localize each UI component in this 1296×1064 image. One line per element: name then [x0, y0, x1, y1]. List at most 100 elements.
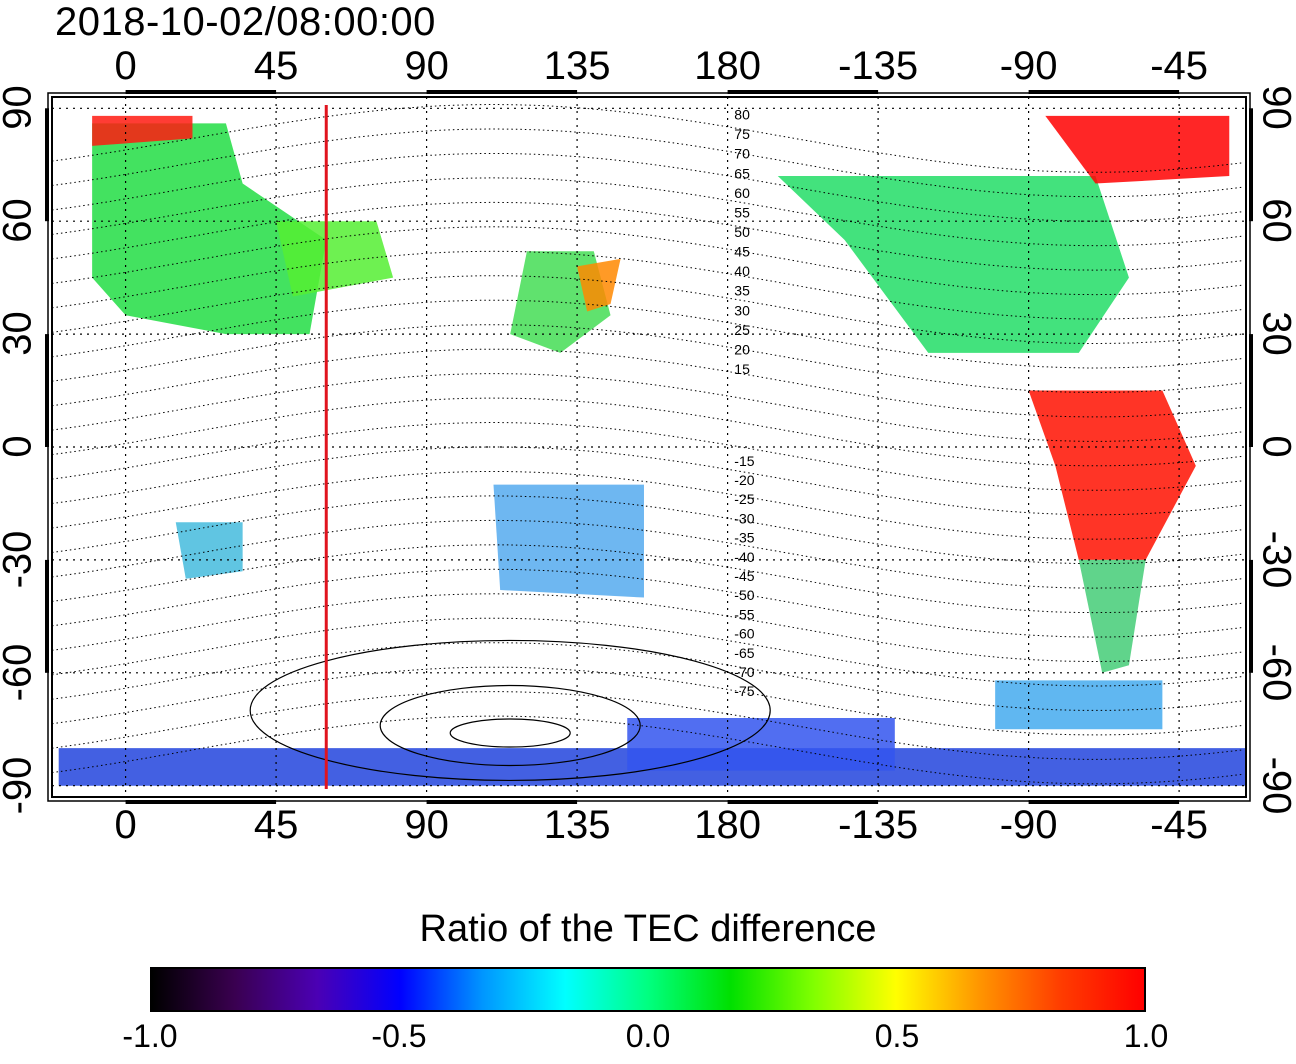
left-lat-tick-label: 90	[0, 85, 40, 131]
magnetic-contour	[51, 153, 1243, 222]
contour-label: -20	[734, 472, 754, 488]
magnetic-contour	[51, 226, 1243, 296]
frame-scale-bar	[45, 108, 49, 222]
bottom-lon-tick-label: 45	[253, 803, 299, 847]
north-america-patch	[777, 176, 1129, 353]
colorbar-tick-label: 0.0	[625, 1018, 671, 1054]
patagonia-patch	[1078, 559, 1146, 673]
right-lat-tick-label: 30	[1254, 311, 1296, 356]
left-lat-tick-label: -30	[0, 530, 40, 589]
right-lat-tick-label: -30	[1254, 530, 1296, 589]
magnetic-contour	[51, 642, 1243, 711]
contour-label: -70	[734, 664, 754, 680]
contour-label: 40	[734, 263, 750, 279]
south-africa-patch	[175, 522, 243, 579]
ross-sea-patch	[627, 717, 895, 771]
left-lat-tick-label: 30	[0, 311, 40, 356]
contour-label: 35	[734, 283, 750, 299]
magnetic-contour	[51, 128, 1243, 198]
top-lon-tick-label: 135	[543, 44, 611, 88]
contour-label: -65	[734, 645, 754, 661]
top-lon-tick-label: -135	[838, 44, 919, 88]
magnetic-contour	[51, 617, 1243, 687]
south-pole-contour	[449, 718, 571, 748]
magnetic-contour	[51, 593, 1243, 663]
contour-label: 70	[734, 146, 750, 162]
magnetic-contour	[51, 421, 1243, 491]
contour-label: 30	[734, 302, 750, 318]
greenland-east-patch	[92, 115, 193, 146]
contour-label: -50	[734, 587, 754, 603]
contour-label: 15	[734, 361, 750, 377]
magnetic-contour	[51, 666, 1243, 736]
magnetic-contour	[51, 373, 1243, 442]
colorbar-tick-label: 0.5	[874, 1018, 920, 1054]
magnetic-contour	[51, 299, 1243, 369]
bottom-lon-tick-label: 90	[404, 803, 449, 847]
bottom-lon-tick-label: -45	[1150, 803, 1208, 847]
australia-patch	[493, 484, 644, 598]
magnetic-contour	[51, 250, 1243, 320]
top-lon-tick-label: 45	[253, 44, 299, 88]
magnetic-contour	[51, 177, 1243, 247]
contour-label: 65	[734, 165, 750, 181]
magnetic-contour	[51, 471, 1243, 540]
frame-scale-bar	[1028, 800, 1180, 804]
magnetic-contour	[51, 544, 1243, 614]
left-lat-tick-label: 0	[0, 417, 41, 477]
contour-label: 25	[734, 322, 750, 338]
europe-patch	[92, 123, 327, 335]
contour-label: 75	[734, 126, 750, 142]
colorbar-tick-label: -0.5	[371, 1018, 427, 1054]
contour-label: 50	[734, 224, 750, 240]
contour-label: 20	[734, 341, 750, 357]
frame-scale-bar	[1249, 334, 1253, 447]
colorbar-title: Ratio of the TEC difference	[419, 908, 877, 950]
south-america-red-patch	[1028, 390, 1196, 560]
magnetic-contour	[51, 324, 1243, 393]
magnetic-contour	[51, 348, 1243, 418]
bottom-lon-tick-label: -135	[838, 803, 919, 847]
contour-label: -55	[734, 606, 754, 622]
contour-label: -35	[734, 530, 754, 546]
top-lon-tick-label: -90	[999, 44, 1058, 88]
colorbar-tick-label: 1.0	[1123, 1018, 1169, 1054]
map-title: 2018-10-02/08:00:00	[55, 0, 436, 44]
frame-scale-bar	[1249, 559, 1253, 673]
contour-label: -25	[734, 491, 754, 507]
magnetic-contour	[51, 397, 1243, 467]
frame-scale-bar	[426, 800, 578, 804]
frame-scale-bar	[1249, 108, 1253, 222]
top-lon-tick-label: -45	[1150, 44, 1208, 88]
frame-scale-bar	[45, 559, 49, 673]
contour-label: 55	[734, 204, 750, 220]
contour-label: -15	[734, 453, 754, 469]
bottom-lon-tick-label: 180	[694, 803, 761, 847]
magnetic-contour	[51, 275, 1243, 345]
contour-label: -30	[734, 510, 754, 526]
frame-scale-bar	[426, 90, 578, 94]
right-lat-tick-label: -60	[1254, 643, 1296, 702]
bottom-lon-tick-label: 135	[543, 803, 611, 847]
left-lat-tick-label: 60	[0, 198, 40, 243]
frame-scale-bar	[125, 90, 277, 94]
frame-scale-bar	[45, 334, 49, 447]
contour-label: -60	[734, 626, 754, 642]
frame-scale-bar	[727, 90, 879, 94]
left-lat-tick-label: -90	[0, 756, 40, 815]
bottom-lon-tick-label: 0	[114, 803, 137, 847]
south-pole-contour	[379, 684, 641, 767]
magnetic-contour	[51, 201, 1243, 271]
top-lon-tick-label: 180	[694, 44, 761, 88]
contour-label: -40	[734, 549, 754, 565]
antarctic-peninsula-patch	[995, 680, 1163, 730]
contour-label: 80	[734, 107, 750, 123]
magnetic-contour	[51, 568, 1243, 638]
magnetic-contour	[51, 691, 1243, 760]
central-asia-patch	[276, 221, 394, 297]
magnetic-contour	[51, 519, 1243, 589]
south-pole-contour	[249, 639, 771, 782]
frame-scale-bar	[125, 800, 277, 804]
magnetic-contour	[51, 715, 1243, 785]
